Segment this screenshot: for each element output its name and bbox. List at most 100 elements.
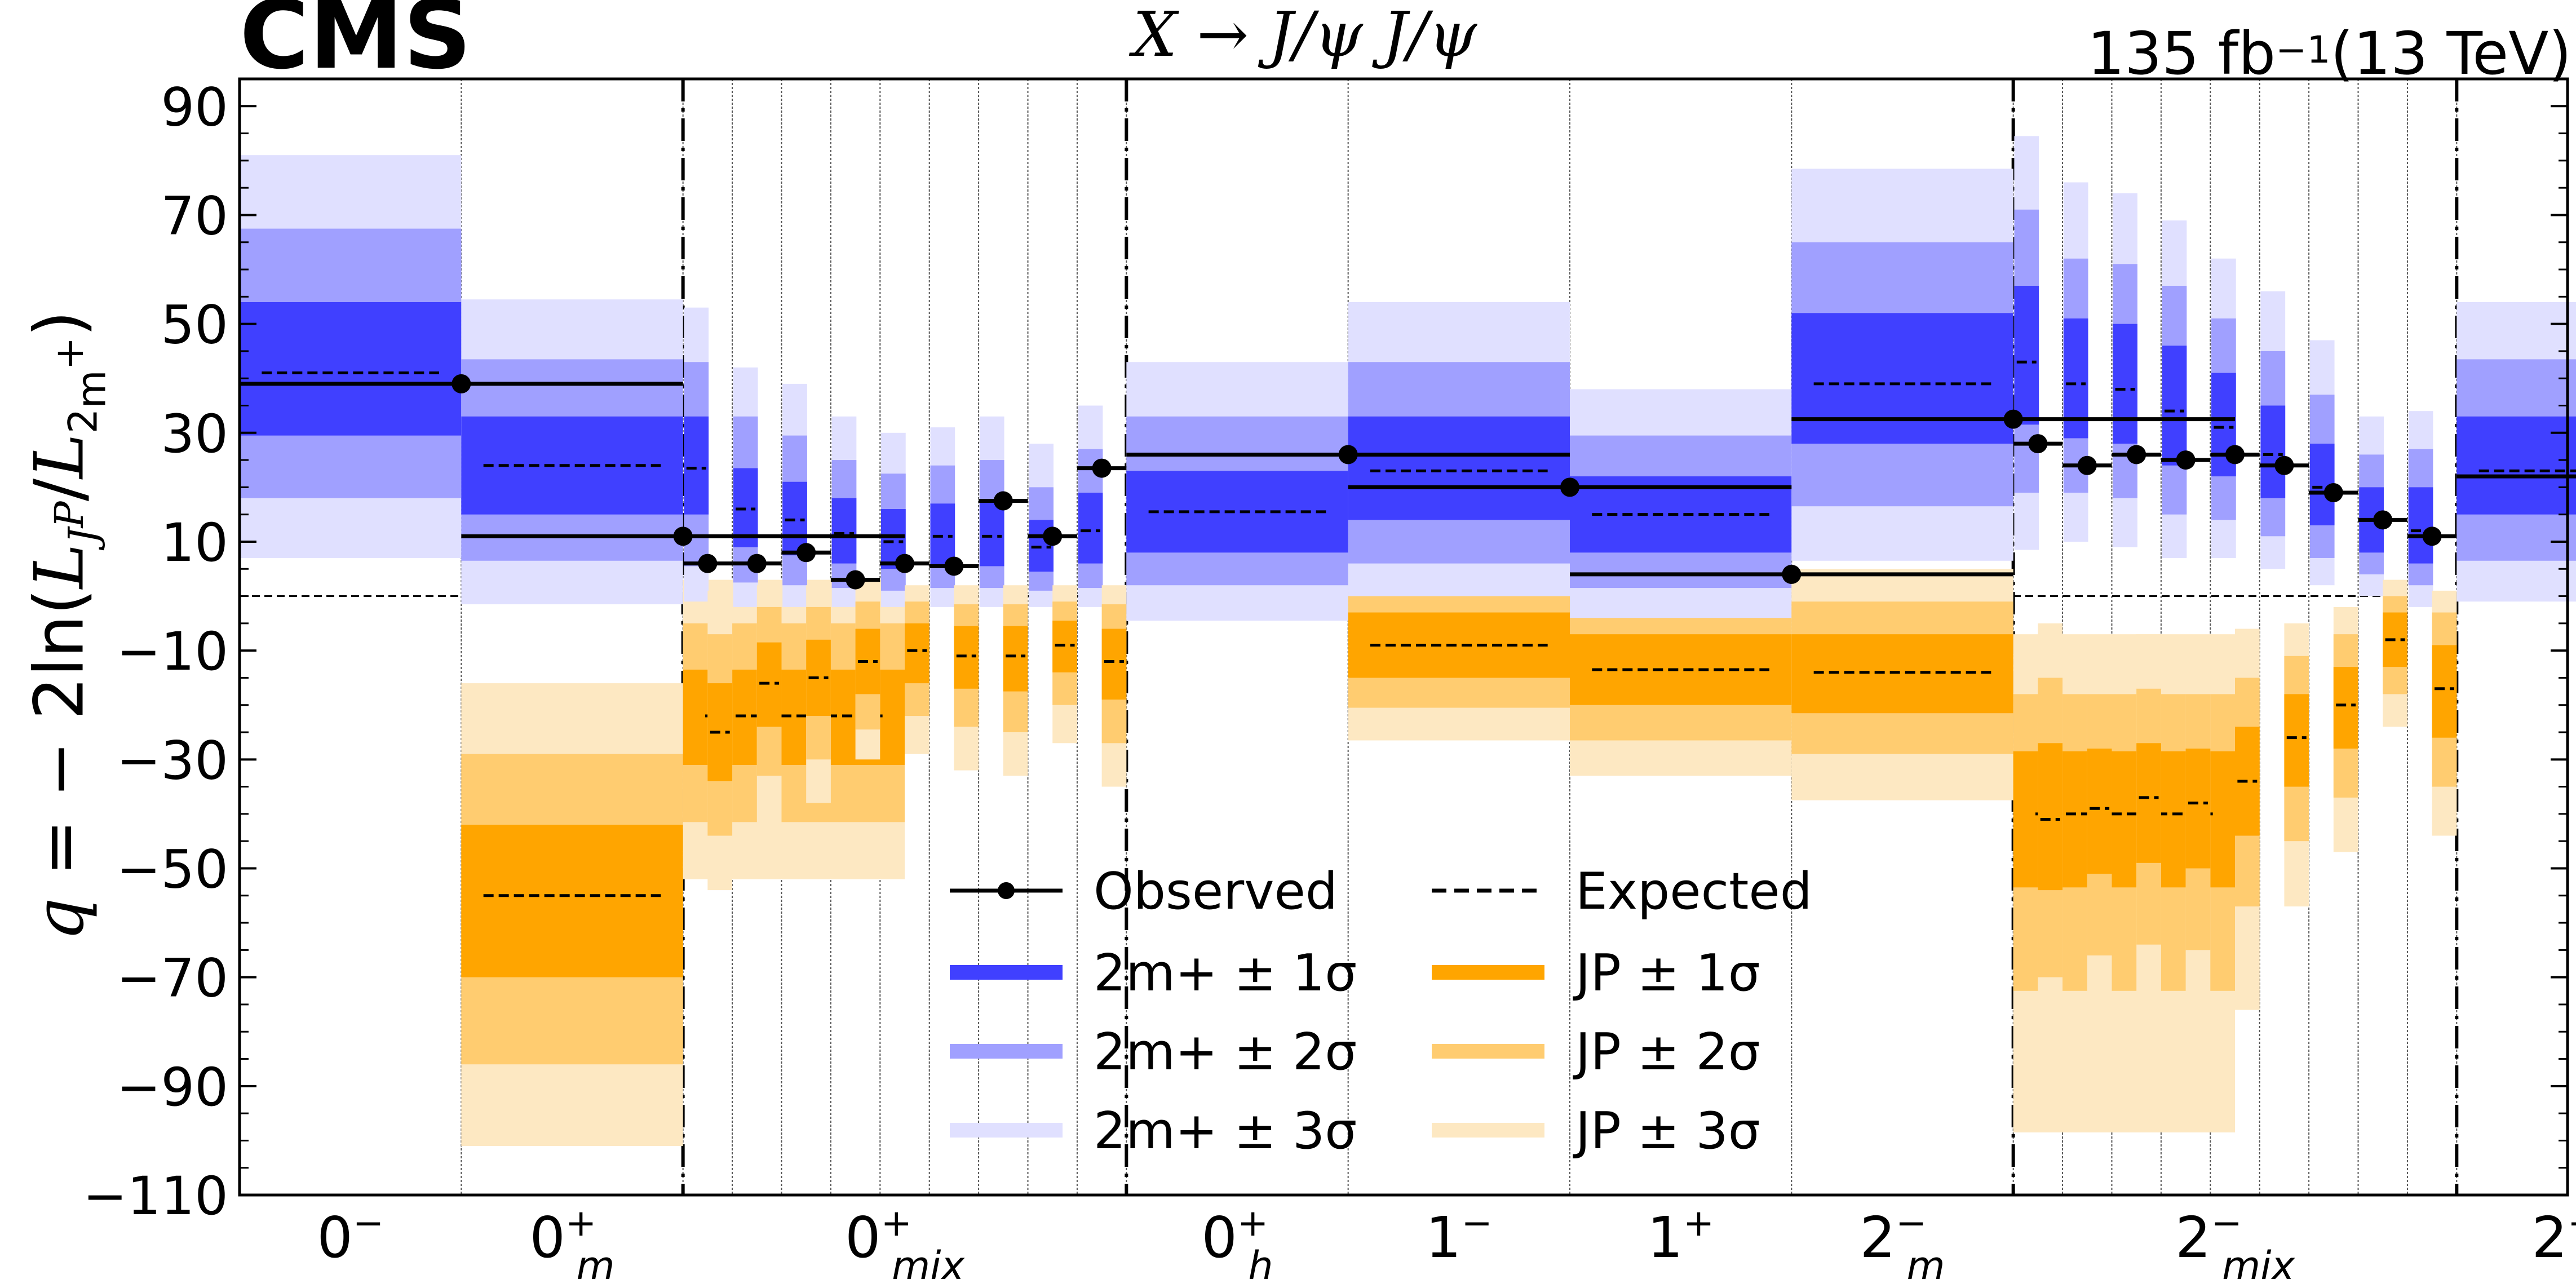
x-group-label: 2− m — [1860, 1201, 1945, 1279]
legend-label: 2m+ ± 3σ — [1094, 1101, 1357, 1161]
h1-band-s1 — [905, 623, 930, 684]
bin-17 — [2113, 193, 2161, 1065]
h0-band-s1 — [979, 501, 1004, 567]
experiment-label: CMS — [240, 0, 472, 90]
bin-2 — [684, 307, 733, 891]
observed-point — [673, 526, 693, 546]
x-group-label: 0+ h — [1201, 1201, 1273, 1279]
bin-5 — [831, 416, 880, 760]
luminosity-value: 135 fb — [2087, 19, 2276, 88]
bin-11 — [1126, 362, 1570, 741]
observed-point — [2225, 445, 2245, 464]
legend-band-swatch — [1432, 1123, 1544, 1138]
observed-point — [2028, 434, 2048, 454]
legend-symbol — [1432, 965, 1544, 980]
observed-point — [993, 491, 1013, 511]
h1-band-s1 — [2136, 743, 2161, 863]
x-group-label: 0− — [317, 1201, 384, 1271]
bin-19 — [2211, 258, 2260, 1010]
y-tick-label: −110 — [83, 1166, 228, 1227]
observed-point — [747, 554, 767, 573]
bin-24 — [2457, 302, 2576, 602]
h1-band-s1 — [1003, 626, 1028, 692]
legend-label: JP ± 1σ — [1573, 944, 1760, 1003]
legend-band-swatch — [1432, 965, 1544, 980]
h1-band-s1 — [461, 825, 683, 977]
y-tick-label: −10 — [117, 621, 228, 683]
h1-band-s1 — [2432, 645, 2457, 738]
h1-band-s1 — [2333, 667, 2358, 749]
h0-band-s1 — [1126, 471, 1348, 553]
process-label: X → J/ψ J/ψ — [1132, 0, 1477, 70]
observed-point — [2422, 526, 2442, 546]
h0-band-s1 — [2014, 286, 2039, 425]
bin-20 — [2260, 291, 2309, 907]
x-group-label: 0+ mix — [845, 1201, 965, 1279]
h0-band-s1 — [2260, 405, 2286, 498]
y-tick-label: 30 — [161, 404, 228, 465]
y-tick-label: −30 — [117, 730, 228, 791]
bin-0 — [240, 155, 683, 1147]
y-tick-label: −50 — [117, 839, 228, 900]
observed-point — [1560, 477, 1579, 497]
h0-band-s1 — [240, 302, 462, 436]
h0-band-s1 — [2408, 487, 2433, 564]
y-tick-label: 10 — [161, 512, 228, 574]
bin-9 — [1029, 444, 1077, 743]
h0-band-s1 — [2113, 324, 2137, 444]
observed-point — [2077, 455, 2097, 475]
legend-symbol — [1432, 1044, 1544, 1059]
h1-band-s1 — [1101, 629, 1127, 700]
observed-point — [2003, 409, 2023, 429]
x-group-label: 0+ m — [529, 1201, 614, 1279]
h0-band-s1 — [1078, 493, 1103, 564]
observed-point — [1782, 564, 1802, 584]
observed-point — [796, 543, 816, 563]
bin-21 — [2309, 340, 2358, 852]
x-group-label: 1+ — [1647, 1201, 1714, 1271]
observed-point — [2176, 450, 2196, 470]
h1-band-s1 — [1348, 612, 1570, 678]
legend-symbol — [950, 965, 1063, 980]
legend-band-swatch — [950, 1044, 1063, 1059]
legend-symbol — [1432, 1123, 1544, 1138]
bin-7 — [930, 427, 979, 771]
observed-point — [2373, 510, 2393, 530]
h0-band-s1 — [684, 416, 709, 515]
energy-value: (13 TeV) — [2330, 19, 2571, 88]
x-group-label: 2− mix — [2175, 1201, 2295, 1279]
bin-22 — [2359, 416, 2407, 727]
observed-point — [1092, 458, 1112, 478]
legend-band-swatch — [950, 1123, 1063, 1138]
bin-3 — [733, 367, 782, 825]
luminosity-exponent: −1 — [2276, 28, 2331, 72]
h1-band-s1 — [1791, 634, 2013, 714]
h1-band-s1 — [2087, 749, 2112, 874]
bin-8 — [979, 416, 1028, 776]
plot-frame — [238, 77, 2569, 1197]
legend-label: Observed — [1094, 862, 1338, 921]
legend-label: Expected — [1575, 862, 1812, 921]
legend-label: JP ± 3σ — [1573, 1101, 1760, 1161]
legend-band-swatch — [1432, 1044, 1544, 1059]
bin-6 — [881, 432, 930, 754]
y-tick-label: 90 — [161, 77, 228, 138]
observed-point — [846, 570, 865, 590]
observed-point — [452, 374, 471, 393]
h1-band-s1 — [2185, 749, 2211, 869]
legend-label: 2m+ ± 1σ — [1094, 944, 1357, 1003]
luminosity-label: 135 fb−1(13 TeV) — [2087, 17, 2571, 90]
bin-10 — [1078, 405, 1127, 787]
legend-band-swatch — [950, 965, 1063, 980]
legend-label: 2m+ ± 2σ — [1094, 1023, 1357, 1082]
x-group-label: 2−h — [2531, 1201, 2576, 1279]
observed-point — [1338, 445, 1358, 464]
h1-band-s1 — [2284, 694, 2309, 787]
h1-band-s1 — [2038, 743, 2063, 891]
observed-point — [1043, 526, 1063, 546]
y-tick-label: −70 — [117, 948, 228, 1010]
y-tick-label: −90 — [117, 1057, 228, 1118]
h0-band-s1 — [2457, 416, 2576, 515]
h0-band-s1 — [461, 416, 683, 515]
observed-point — [2323, 483, 2343, 503]
